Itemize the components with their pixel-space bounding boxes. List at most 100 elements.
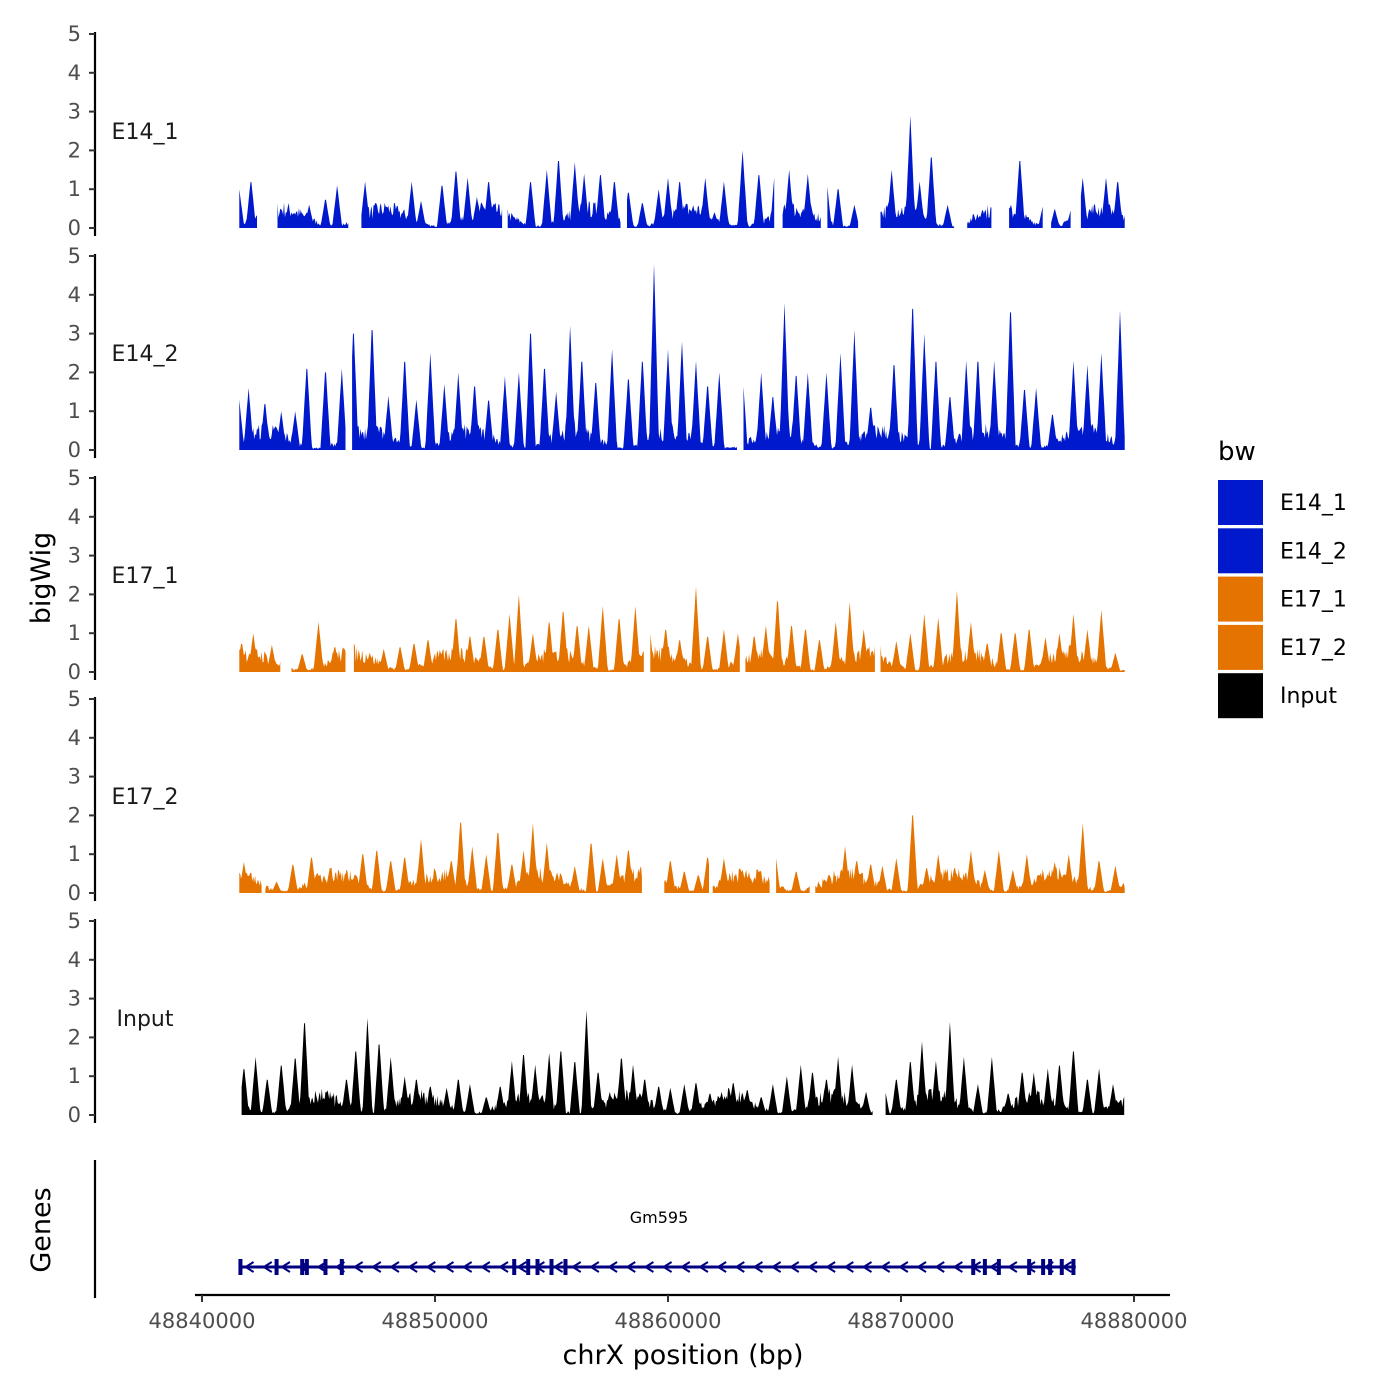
coverage-area-E14_1 xyxy=(782,169,821,228)
y-tick-label: 2 xyxy=(68,138,81,162)
y-tick-label: 1 xyxy=(68,1064,81,1088)
y-tick-label: 5 xyxy=(68,687,81,711)
track-E14_1: 0 1 2 3 4 5 E14_1 xyxy=(68,22,1125,240)
strand-arrow xyxy=(661,1261,673,1273)
gene-name-label: Gm595 xyxy=(630,1208,689,1227)
legend-label: E14_2 xyxy=(1280,539,1347,564)
strand-arrow xyxy=(243,1261,255,1273)
genes-track-title: Genes xyxy=(26,1187,57,1272)
track-Input: 0 1 2 3 4 5 Input xyxy=(68,909,1125,1127)
coverage-area-E14_1 xyxy=(1051,208,1071,228)
y-tick-label: 2 xyxy=(68,360,81,384)
coverage-area-E14_1 xyxy=(1009,161,1043,228)
gene-exon xyxy=(304,1259,309,1275)
x-tick-label: 48850000 xyxy=(382,1309,489,1333)
legend-swatch xyxy=(1218,673,1263,719)
strand-arrow xyxy=(897,1261,909,1273)
strand-arrow xyxy=(734,1261,745,1273)
y-tick-label: 5 xyxy=(68,22,81,46)
y-tick-label: 0 xyxy=(68,881,81,905)
y-tick-label: 3 xyxy=(68,322,81,346)
y-tick-label: 0 xyxy=(68,438,81,462)
gene-exon xyxy=(512,1259,517,1275)
strand-arrow xyxy=(716,1261,727,1273)
y-tick-label: 4 xyxy=(68,283,81,307)
strand-arrow xyxy=(407,1261,418,1273)
strand-arrow xyxy=(988,1261,1000,1273)
legend-item-E14_2: E14_2 xyxy=(1218,528,1347,574)
gene-exon xyxy=(982,1259,987,1275)
coverage-area-E14_1 xyxy=(627,150,775,228)
coverage-area-E14_1 xyxy=(361,171,503,228)
x-tick-label: 48860000 xyxy=(615,1309,722,1333)
strand-arrow xyxy=(1007,1261,1018,1273)
legend: bw E14_1 E14_2 E17_1 E17_2 Input xyxy=(1218,437,1347,719)
legend-item-Input: Input xyxy=(1218,673,1337,719)
y-tick-label: 5 xyxy=(68,909,81,933)
strand-arrow xyxy=(643,1261,654,1273)
coverage-area-E17_1 xyxy=(745,601,875,672)
gene-exon xyxy=(971,1259,976,1275)
y-tick-label: 0 xyxy=(68,660,81,684)
bigwig-tracks: 0 1 2 3 4 5 E14_1 0 1 2 3 4 5 E14_2 0 1 2 3 4 5 E17_1 0 1 2 3 4 5 E… xyxy=(68,22,1125,1127)
y-tick-label: 1 xyxy=(68,621,81,645)
strand-arrow xyxy=(752,1261,764,1273)
strand-arrow xyxy=(425,1261,436,1273)
gene-exon xyxy=(300,1259,305,1275)
coverage-area-E17_1 xyxy=(650,586,740,672)
gene-exon xyxy=(996,1259,1001,1275)
strand-arrow xyxy=(389,1261,400,1273)
coverage-area-E14_2 xyxy=(239,368,346,450)
coverage-area-Input xyxy=(885,1021,1125,1115)
strand-arrow xyxy=(498,1261,509,1273)
y-tick-label: 5 xyxy=(68,244,81,268)
coverage-area-E14_2 xyxy=(743,302,1125,450)
strand-arrow xyxy=(589,1261,600,1273)
y-tick-label: 3 xyxy=(68,544,81,568)
legend-label: E17_1 xyxy=(1280,588,1347,613)
track-E14_2: 0 1 2 3 4 5 E14_2 xyxy=(68,244,1125,462)
strand-arrow xyxy=(352,1261,364,1273)
strand-arrow xyxy=(698,1261,709,1273)
y-tick-label: 0 xyxy=(68,1103,81,1127)
coverage-area-E14_1 xyxy=(277,185,349,228)
coverage-area-E17_1 xyxy=(291,621,346,672)
y-tick-label: 1 xyxy=(68,399,81,423)
legend-swatch xyxy=(1218,480,1263,525)
strand-arrow xyxy=(916,1261,927,1273)
legend-label: Input xyxy=(1280,684,1337,709)
track-label: E14_1 xyxy=(112,120,179,145)
gene-exon xyxy=(238,1259,243,1275)
y-tick-label: 2 xyxy=(68,803,81,827)
y-tick-label: 2 xyxy=(68,1025,81,1049)
y-tick-label: 5 xyxy=(68,466,81,490)
strand-arrow xyxy=(370,1261,382,1273)
track-label: E14_2 xyxy=(112,342,179,367)
legend-label: E14_1 xyxy=(1280,491,1347,516)
y-tick-label: 4 xyxy=(68,505,81,529)
strand-arrow xyxy=(788,1261,800,1273)
y-axis-title: bigWig xyxy=(26,532,57,625)
y-tick-label: 1 xyxy=(68,177,81,201)
strand-arrow xyxy=(770,1261,782,1273)
x-axis-title: chrX position (bp) xyxy=(562,1340,803,1371)
strand-arrow xyxy=(570,1261,582,1273)
coverage-area-E17_2 xyxy=(664,857,709,893)
gene-exon xyxy=(1041,1259,1046,1275)
x-tick-label: 48880000 xyxy=(1081,1309,1188,1333)
legend-swatch xyxy=(1218,528,1263,574)
coverage-area-E17_2 xyxy=(265,822,642,893)
coverage-area-E17_2 xyxy=(239,862,262,893)
strand-arrow xyxy=(516,1261,527,1273)
coverage-area-E17_1 xyxy=(353,594,644,672)
gene-exon xyxy=(323,1259,328,1275)
x-tick-label: 48840000 xyxy=(149,1309,256,1333)
gene-exon xyxy=(549,1259,554,1275)
gene-exon xyxy=(339,1259,344,1275)
gene-exon xyxy=(526,1259,531,1275)
gene-exon xyxy=(1048,1259,1053,1275)
strand-arrow xyxy=(479,1261,491,1273)
strand-arrow xyxy=(952,1261,963,1273)
strand-arrow xyxy=(607,1261,618,1273)
